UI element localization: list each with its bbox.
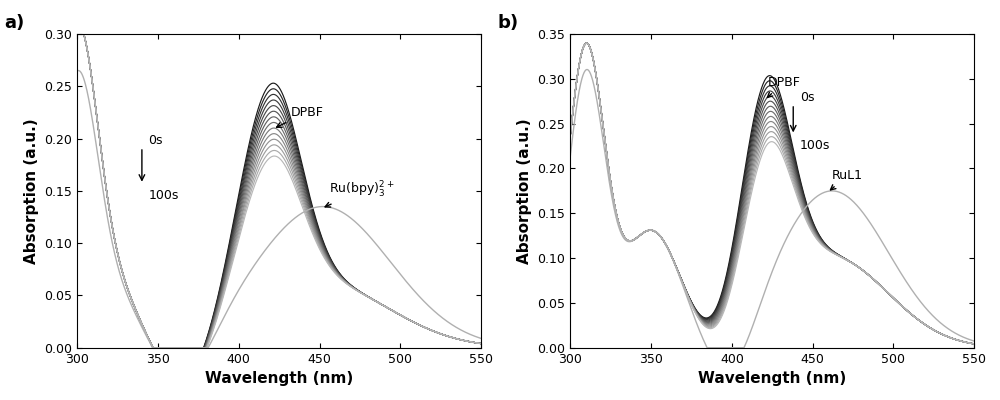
Y-axis label: Absorption (a.u.): Absorption (a.u.) xyxy=(517,118,532,264)
X-axis label: Wavelength (nm): Wavelength (nm) xyxy=(205,371,353,386)
Text: 100s: 100s xyxy=(800,139,830,152)
Text: a): a) xyxy=(5,14,25,32)
Text: RuL1: RuL1 xyxy=(830,169,863,190)
Text: DPBF: DPBF xyxy=(767,76,800,98)
Text: b): b) xyxy=(498,14,519,32)
Text: DPBF: DPBF xyxy=(277,106,323,127)
Text: 0s: 0s xyxy=(800,91,814,104)
X-axis label: Wavelength (nm): Wavelength (nm) xyxy=(698,371,846,386)
Y-axis label: Absorption (a.u.): Absorption (a.u.) xyxy=(24,118,39,264)
Text: Ru(bpy)$_3^{2+}$: Ru(bpy)$_3^{2+}$ xyxy=(325,180,395,207)
Text: 0s: 0s xyxy=(148,134,163,147)
Text: 100s: 100s xyxy=(148,189,179,202)
